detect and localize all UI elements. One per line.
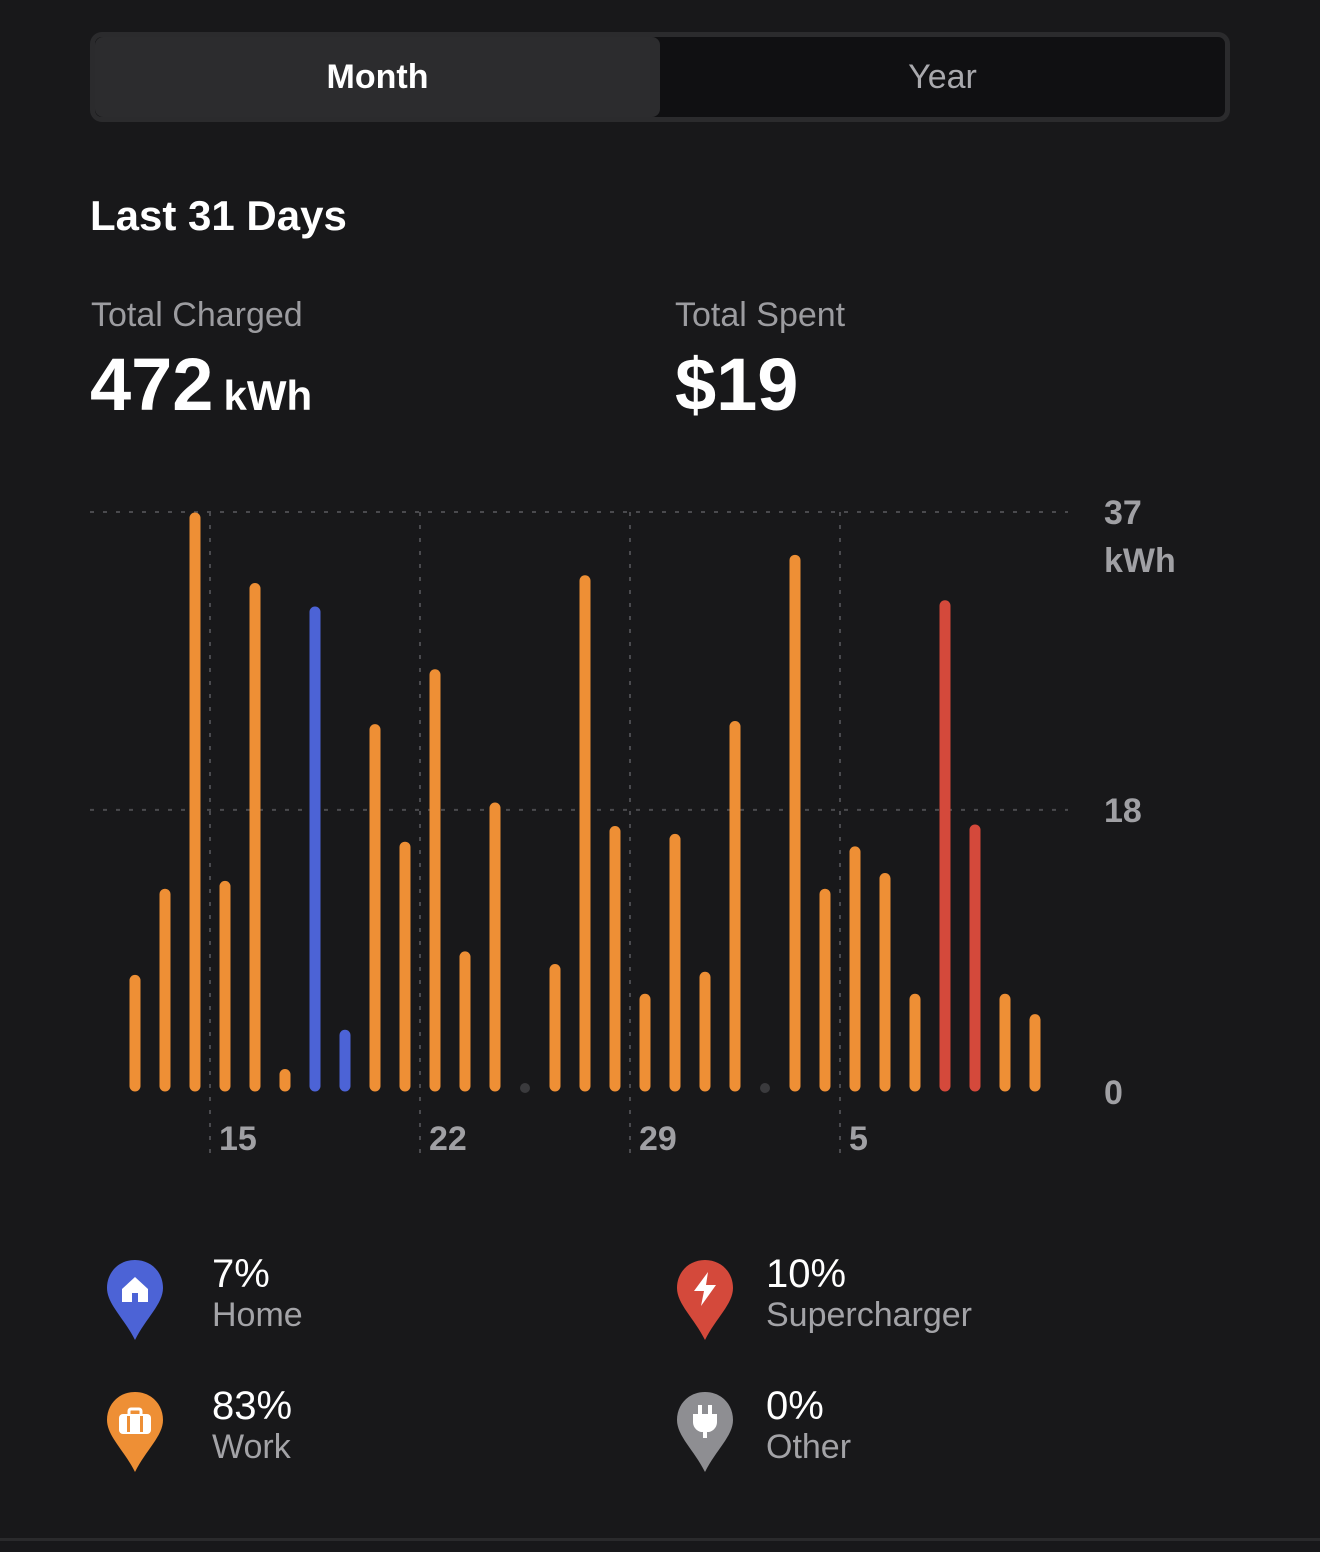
- legend-item-work: 83% Work: [106, 1384, 626, 1490]
- y-tick-label-37: 37: [1104, 494, 1142, 532]
- briefcase-icon: [107, 1392, 163, 1472]
- x-tick-label-5: 5: [849, 1120, 868, 1158]
- legend-other-label: Other: [766, 1428, 852, 1466]
- y-tick-label-0: 0: [1104, 1074, 1123, 1112]
- plug-icon: [677, 1392, 733, 1472]
- home-icon: [107, 1260, 163, 1340]
- home-glyph: [122, 1277, 148, 1302]
- month-tab[interactable]: Month: [95, 37, 660, 117]
- total-spent-label: Total Spent: [675, 296, 846, 334]
- total-charged-label: Total Charged: [91, 296, 303, 334]
- lightning-icon: [677, 1260, 733, 1340]
- empty-day-dot: [520, 1083, 530, 1093]
- y-axis-unit: kWh: [1104, 542, 1176, 580]
- plug-cord: [703, 1432, 707, 1438]
- plug-prong-right: [708, 1405, 712, 1414]
- bottom-divider: [0, 1538, 1320, 1541]
- briefcase-strap-right: [140, 1416, 143, 1432]
- legend-other-percent: 0%: [766, 1384, 824, 1428]
- legend-work-percent: 83%: [212, 1384, 293, 1428]
- legend-item-supercharger: 10% Supercharger: [676, 1252, 1196, 1358]
- lightning-glyph: [694, 1272, 716, 1306]
- plug-body: [693, 1414, 717, 1432]
- x-tick-label-22: 22: [429, 1120, 467, 1158]
- legend-work-label: Work: [212, 1428, 291, 1466]
- total-charged-value: 472 kWh: [90, 340, 312, 441]
- legend-home-percent: 7%: [212, 1252, 270, 1296]
- legend-supercharger-percent: 10%: [766, 1252, 847, 1296]
- period-title: Last 31 Days: [90, 192, 347, 239]
- charged-number: 472: [90, 343, 214, 426]
- briefcase-strap-left: [127, 1416, 130, 1432]
- x-tick-label-29: 29: [639, 1120, 677, 1158]
- charged-unit: kWh: [223, 372, 313, 419]
- period-toggle: Month Year: [90, 32, 1230, 122]
- home-door: [132, 1293, 138, 1302]
- plug-prong-left: [698, 1405, 702, 1414]
- legend-item-other: 0% Other: [676, 1384, 1196, 1490]
- x-tick-label-15: 15: [219, 1120, 257, 1158]
- briefcase-handle: [127, 1407, 143, 1418]
- y-tick-label-18: 18: [1104, 792, 1142, 830]
- legend-home-label: Home: [212, 1296, 303, 1334]
- total-spent-value: $19: [675, 343, 799, 426]
- year-tab[interactable]: Year: [908, 57, 977, 96]
- legend-item-home: 7% Home: [106, 1252, 626, 1358]
- empty-day-dot: [760, 1083, 770, 1093]
- daily-charging-chart: 0 18 37 kWh 15 22 29 5: [90, 494, 1176, 1162]
- legend-supercharger-label: Supercharger: [766, 1296, 973, 1334]
